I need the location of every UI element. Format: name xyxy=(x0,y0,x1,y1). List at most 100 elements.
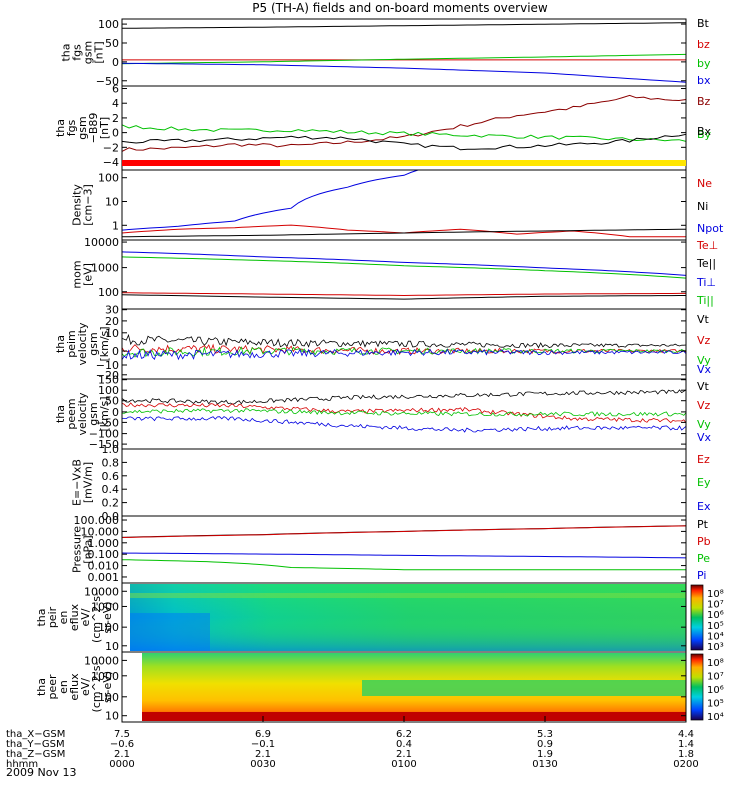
plot-title: P5 (TH-A) fields and on-board moments ov… xyxy=(252,1,548,15)
ephemeris-label: tha_Z−GSM xyxy=(6,749,65,760)
y-axis-label-line: [km/s] xyxy=(98,326,111,361)
colorbar xyxy=(690,584,704,651)
series-pb xyxy=(121,525,687,538)
y-axis-label-line: en xyxy=(57,611,70,625)
legend-pi: Pi xyxy=(697,569,706,582)
y-tick-label: −10 xyxy=(96,359,119,372)
y-axis-label: Density[cm−3] xyxy=(71,184,95,226)
y-tick-label: −4 xyxy=(103,156,119,169)
y-tick-label: 0.010 xyxy=(88,560,120,573)
panel-density: Ne Ni Npot 100 10 1 Density[cm−3] xyxy=(71,169,724,241)
y-axis-label-line: sr-eV) xyxy=(101,601,114,633)
y-axis-label-line: [cm−3] xyxy=(82,184,95,226)
legend-te||: Te|| xyxy=(696,257,716,270)
ephemeris-value: 0030 xyxy=(250,759,275,770)
y-tick-label: −2 xyxy=(103,141,119,154)
y-tick-label: 1000 xyxy=(91,670,119,683)
series-by xyxy=(121,124,687,142)
series-bt xyxy=(121,22,687,29)
legend-vz: Vz xyxy=(697,399,711,412)
ephemeris-value: 5.3 xyxy=(537,729,553,740)
y-tick-label: 100.000 xyxy=(74,514,120,527)
ephemeris-label: tha_X−GSM xyxy=(6,729,65,740)
y-tick-label: 50 xyxy=(105,395,119,408)
colorbar-tick-label: 10⁵ xyxy=(707,621,724,632)
panel-frame xyxy=(121,18,687,87)
y-axis-label-line: [nPa] xyxy=(82,535,95,563)
y-tick-label: 0 xyxy=(112,406,119,419)
panel-pressure: Pt Pb Pe Pi 100.00010.0001.0000.1000.0100.00… xyxy=(71,514,711,584)
spectrogram-band xyxy=(130,593,686,598)
y-tick-label: 50 xyxy=(105,37,119,50)
series-ni xyxy=(122,228,687,238)
y-tick-label: 100 xyxy=(98,18,119,31)
legend-pb: Pb xyxy=(697,535,711,548)
y-axis-label-line: [nT] xyxy=(98,117,111,139)
legend-bz: bz xyxy=(697,38,710,51)
ephemeris-value: 0.4 xyxy=(396,739,412,750)
y-tick-label: 100 xyxy=(98,621,119,634)
y-tick-label: 4 xyxy=(112,97,119,110)
panel-peir-en-eflux: 10⁸10⁷10⁶10⁵10⁴10³10000100010010thapeire… xyxy=(35,582,724,653)
y-axis-label-line: velocity xyxy=(76,392,89,435)
spectrogram-lowband xyxy=(130,613,210,651)
y-axis-label-line: sr-eV) xyxy=(101,671,114,703)
y-axis-label-line: [mV/m] xyxy=(82,462,95,503)
y-tick-label: 10000 xyxy=(84,236,119,249)
series-te⊥ xyxy=(122,292,686,297)
legend-bx: bx xyxy=(697,74,711,87)
y-tick-label: 10 xyxy=(105,327,119,340)
ephemeris-value: 7.5 xyxy=(114,729,130,740)
y-axis-label-line: [eV] xyxy=(82,263,95,286)
colorbar-tick-label: 10⁴ xyxy=(707,712,724,723)
colorbar-tick-label: 10⁷ xyxy=(707,600,724,611)
y-tick-label: 0.100 xyxy=(88,548,120,561)
panel-peer-en-eflux: 10⁸10⁷10⁶10⁵10⁴10000100010010thapeerenef… xyxy=(35,651,724,723)
colorbar-tick-label: 10⁸ xyxy=(707,658,724,669)
ephemeris-value: 2.1 xyxy=(255,749,271,760)
series-vz xyxy=(121,402,687,424)
legend-pe: Pe xyxy=(697,552,710,565)
y-axis-label: mom[eV] xyxy=(71,260,95,288)
legend-ne: Ne xyxy=(697,177,712,190)
series-pi xyxy=(121,552,687,559)
y-axis-label-line: eflux xyxy=(68,603,81,631)
panel-frame xyxy=(121,85,687,171)
colorbar-tick-label: 10⁴ xyxy=(707,631,724,642)
y-axis-label-line: tha xyxy=(54,119,67,137)
colorbar-tick-label: 10⁸ xyxy=(707,589,724,600)
legend-vz: Vz xyxy=(697,334,711,347)
legend-te⊥: Te⊥ xyxy=(696,239,718,252)
y-tick-label: 150 xyxy=(98,374,119,387)
y-axis-label-line: E=−VxB xyxy=(71,459,84,506)
series-vt xyxy=(121,389,687,405)
y-axis-label-line: Density xyxy=(71,184,84,226)
y-tick-label: 0.4 xyxy=(102,483,120,496)
y-axis-label-line: tha xyxy=(54,405,67,423)
legend-bx: Bx xyxy=(697,125,712,138)
y-tick-label: 30 xyxy=(105,304,119,317)
y-tick-label: 1000 xyxy=(91,600,119,613)
y-tick-label: 1.0 xyxy=(102,443,120,456)
y-tick-label: 10 xyxy=(105,640,119,653)
ephemeris-value: 1.8 xyxy=(678,749,694,760)
y-tick-label: 0.6 xyxy=(102,470,120,483)
ephemeris-value: −0.6 xyxy=(110,739,134,750)
y-axis-label-line: eV/ xyxy=(79,678,92,696)
y-tick-label: 1.000 xyxy=(88,537,120,550)
y-tick-label: 10000 xyxy=(84,654,119,667)
y-tick-label: 100 xyxy=(98,286,119,299)
y-tick-label: 100 xyxy=(98,384,119,397)
y-axis-label-line: gsm xyxy=(76,116,89,139)
series-vy xyxy=(121,346,687,358)
y-tick-label: 20 xyxy=(105,315,119,328)
spectrogram-band xyxy=(362,680,686,696)
series-vx xyxy=(121,416,687,433)
y-axis-label-line: [km/s] xyxy=(98,396,111,431)
